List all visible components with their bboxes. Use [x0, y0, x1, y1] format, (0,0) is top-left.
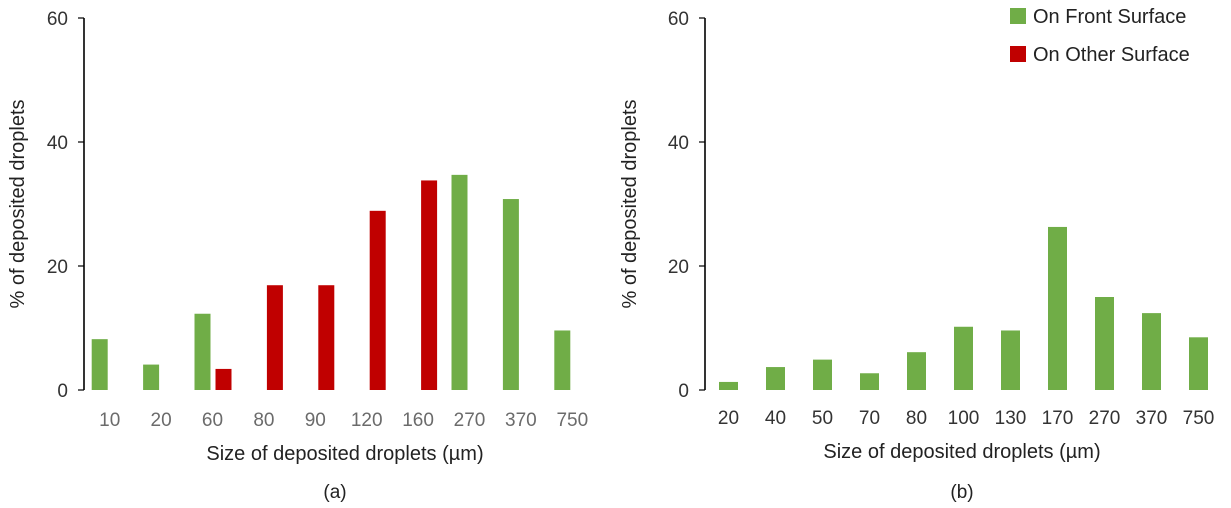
bar-front-80: [907, 352, 926, 390]
x-tick-label: 170: [1042, 408, 1074, 429]
x-tick-label: 20: [151, 410, 172, 431]
x-axis-title-b: Size of deposited droplets (µm): [823, 441, 1100, 463]
x-tick-label: 270: [1089, 408, 1121, 429]
legend: On Front Surface On Other Surface: [1010, 6, 1190, 66]
legend-swatch-other: [1010, 46, 1026, 62]
bar-other-80: [266, 285, 283, 390]
x-tick-label: 370: [505, 410, 537, 431]
x-tick-label: 90: [305, 410, 326, 431]
bar-front-370: [1142, 313, 1161, 390]
bar-front-70: [860, 373, 879, 390]
y-tick-label: 20: [668, 257, 689, 278]
y-tick-label: 40: [47, 133, 68, 154]
x-tick-label: 40: [765, 408, 786, 429]
bar-other-60: [215, 368, 232, 390]
y-tick-label: 60: [47, 9, 68, 30]
bar-other-120: [369, 210, 386, 390]
chart-panel-b: 0 20 40 60 % of deposited droplets 20 40 50 70 80…: [619, 9, 1214, 503]
chart-panel-a: 0 20 40 60 % of deposited droplets 10 20 60 80 90…: [7, 9, 588, 503]
legend-swatch-front: [1010, 8, 1026, 24]
bar-front-370: [502, 199, 519, 390]
x-tick-label: 160: [402, 410, 434, 431]
bar-front-270: [451, 174, 468, 390]
bar-front-170: [1048, 226, 1067, 390]
panel-caption-b: (b): [950, 482, 973, 503]
x-tick-label: 120: [351, 410, 383, 431]
y-tick-label: 20: [47, 257, 68, 278]
bar-front-750: [1189, 337, 1208, 390]
bar-front-270: [1095, 297, 1114, 390]
bar-other-90: [318, 285, 335, 390]
y-tick-label: 0: [57, 381, 68, 402]
bar-front-20: [719, 381, 738, 390]
y-tick-label: 60: [668, 9, 689, 30]
x-tick-label: 270: [454, 410, 486, 431]
x-tick-label: 10: [99, 410, 120, 431]
bar-front-100: [954, 326, 973, 390]
legend-label-other: On Other Surface: [1033, 44, 1190, 66]
y-axis-title-b: % of deposited droplets: [619, 99, 641, 308]
panel-caption-a: (a): [323, 482, 346, 503]
x-tick-label: 100: [948, 408, 980, 429]
y-tick-label: 0: [678, 381, 689, 402]
x-tick-label: 70: [859, 408, 880, 429]
y-tick-label: 40: [668, 133, 689, 154]
bar-front-10: [91, 339, 108, 390]
x-tick-label: 750: [556, 410, 588, 431]
legend-label-front: On Front Surface: [1033, 6, 1186, 28]
y-axis-title-a: % of deposited droplets: [7, 99, 29, 308]
bar-front-40: [766, 367, 785, 390]
x-tick-label: 750: [1183, 408, 1215, 429]
x-tick-label: 80: [253, 410, 274, 431]
x-tick-label: 130: [995, 408, 1027, 429]
bar-front-130: [1001, 330, 1020, 390]
bar-front-750: [554, 330, 571, 390]
bar-front-20: [143, 364, 160, 390]
bar-other-160: [421, 180, 438, 390]
x-tick-label: 20: [718, 408, 739, 429]
x-tick-label: 50: [812, 408, 833, 429]
bar-front-50: [813, 359, 832, 390]
x-axis-title-a: Size of deposited droplets (µm): [206, 443, 483, 465]
x-tick-label: 60: [202, 410, 223, 431]
x-tick-label: 370: [1136, 408, 1168, 429]
bar-front-60: [194, 313, 211, 390]
x-tick-label: 80: [906, 408, 927, 429]
